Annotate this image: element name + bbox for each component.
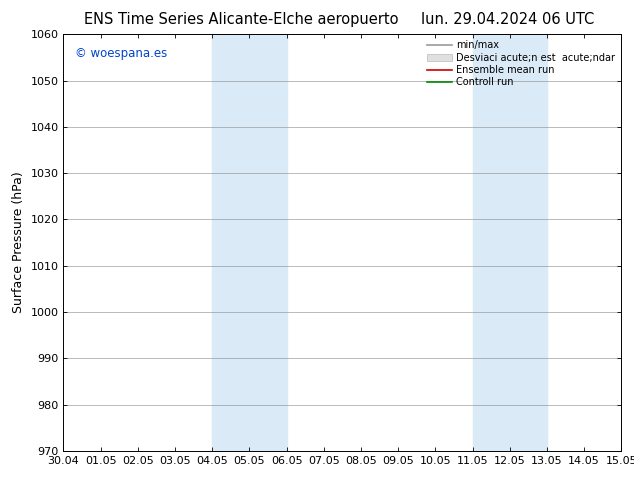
Bar [212,34,287,451]
Y-axis label: Surface Pressure (hPa): Surface Pressure (hPa) [12,172,25,314]
Text: lun. 29.04.2024 06 UTC: lun. 29.04.2024 06 UTC [420,12,594,27]
Bar [472,34,547,451]
Text: © woespana.es: © woespana.es [75,47,167,60]
Text: ENS Time Series Alicante-Elche aeropuerto: ENS Time Series Alicante-Elche aeropuert… [84,12,398,27]
Legend: min/max, Desviaci acute;n est  acute;ndar, Ensemble mean run, Controll run: min/max, Desviaci acute;n est acute;ndar… [424,36,619,91]
